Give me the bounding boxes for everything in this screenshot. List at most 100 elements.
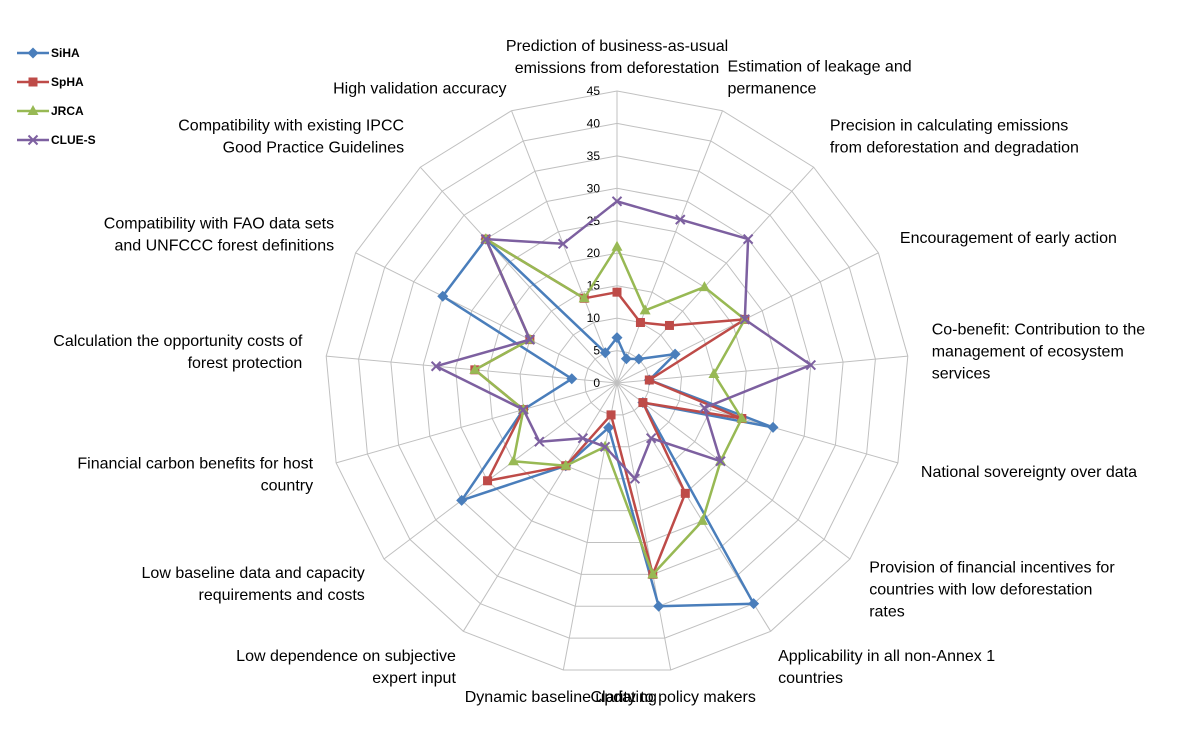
grid-spoke bbox=[462, 382, 618, 632]
data-point bbox=[456, 494, 468, 506]
grid-ring bbox=[390, 155, 844, 607]
category-label: Co-benefit: Contribution to the managemen… bbox=[932, 321, 1146, 382]
grid-spoke bbox=[616, 382, 672, 671]
category-label: Low dependence on subjective expert input bbox=[236, 648, 456, 687]
data-point bbox=[767, 421, 779, 433]
data-point bbox=[635, 317, 645, 327]
data-point bbox=[599, 347, 611, 359]
category-label: Calculation the opportunity costs of fore… bbox=[53, 333, 303, 372]
category-label: Compatibility with existing IPCC Good Pra… bbox=[178, 118, 404, 157]
series-siha bbox=[437, 233, 779, 612]
data-point bbox=[480, 233, 492, 245]
data-point bbox=[437, 290, 449, 302]
legend-label: CLUE-S bbox=[51, 133, 96, 147]
grid-ring bbox=[358, 122, 876, 639]
data-point bbox=[534, 436, 545, 447]
category-label: Prediction of business-as-usual emissions… bbox=[506, 38, 728, 77]
legend-item: SiHA bbox=[17, 46, 80, 60]
data-point bbox=[606, 410, 616, 420]
category-label: Low baseline data and capacity requiremen… bbox=[142, 565, 365, 604]
series-line bbox=[441, 237, 775, 608]
data-point bbox=[611, 332, 623, 344]
tick-label: 30 bbox=[587, 181, 601, 195]
data-point bbox=[739, 314, 750, 325]
tick-label: 40 bbox=[587, 116, 601, 130]
category-labels: Prediction of business-as-usual emissions… bbox=[53, 38, 1145, 706]
tick-label: 0 bbox=[593, 376, 600, 390]
data-point bbox=[578, 292, 590, 303]
data-point bbox=[612, 287, 622, 297]
data-point bbox=[644, 375, 654, 385]
data-point bbox=[805, 359, 817, 371]
data-point bbox=[518, 404, 529, 415]
data-point bbox=[611, 240, 623, 251]
data-point bbox=[736, 412, 748, 423]
grid-ring bbox=[487, 252, 747, 512]
data-point bbox=[28, 77, 38, 87]
data-point bbox=[748, 598, 760, 610]
data-point bbox=[742, 233, 754, 245]
grid-spoke bbox=[355, 252, 618, 384]
data-point bbox=[557, 238, 569, 250]
legend-label: SiHA bbox=[51, 46, 80, 60]
category-label: Provision of financial incentives for cou… bbox=[869, 559, 1115, 620]
grid-spoke bbox=[383, 382, 618, 560]
data-point bbox=[560, 459, 572, 470]
tick-label: 35 bbox=[587, 149, 601, 163]
data-point bbox=[620, 353, 632, 365]
legend-item: SpHA bbox=[17, 75, 84, 89]
legend-label: SpHA bbox=[51, 75, 84, 89]
category-label: Dynamic baseline updating bbox=[465, 689, 657, 706]
data-point bbox=[629, 473, 641, 484]
data-point bbox=[708, 368, 720, 379]
tick-label: 5 bbox=[593, 344, 600, 358]
data-point bbox=[699, 402, 710, 414]
data-point bbox=[698, 281, 710, 292]
data-point bbox=[27, 105, 39, 115]
tick-label: 45 bbox=[587, 84, 601, 98]
grid-ring bbox=[584, 350, 650, 416]
data-point bbox=[633, 353, 645, 365]
data-point bbox=[680, 488, 690, 498]
data-point bbox=[653, 600, 665, 612]
grid-spoke bbox=[419, 166, 618, 384]
category-label: National sovereignty over data bbox=[921, 464, 1137, 481]
data-point bbox=[669, 348, 681, 360]
data-series bbox=[430, 196, 817, 612]
data-point bbox=[483, 476, 493, 486]
legend: SiHA SpHA JRCA CLUE-S bbox=[17, 46, 96, 147]
grid-spoke bbox=[616, 166, 815, 384]
data-point bbox=[638, 398, 648, 408]
category-label: Encouragement of early action bbox=[900, 230, 1117, 247]
data-point bbox=[715, 456, 726, 467]
data-point bbox=[507, 455, 519, 466]
data-point bbox=[469, 363, 481, 374]
legend-label: JRCA bbox=[51, 104, 84, 118]
grid-spoke bbox=[335, 382, 618, 464]
data-point bbox=[647, 568, 659, 579]
data-point bbox=[696, 514, 708, 525]
grid-spoke bbox=[511, 110, 618, 384]
category-label: Compatibility with FAO data sets and UNFC… bbox=[104, 215, 334, 254]
category-label: Financial carbon benefits for host countr… bbox=[77, 455, 313, 494]
data-point bbox=[611, 196, 623, 207]
data-point bbox=[27, 47, 39, 59]
tick-label: 10 bbox=[587, 311, 601, 325]
data-point bbox=[675, 214, 686, 225]
data-point bbox=[524, 334, 536, 345]
grid-spoke bbox=[616, 382, 899, 464]
grid-ring bbox=[551, 317, 683, 448]
tick-label: 20 bbox=[587, 246, 601, 260]
grid-spoke bbox=[616, 382, 851, 560]
grid-spoke bbox=[616, 110, 723, 384]
data-point bbox=[27, 134, 39, 146]
category-label: Applicability in all non-Annex 1 countrie… bbox=[778, 648, 995, 687]
grid-spoke bbox=[616, 355, 908, 384]
category-label: High validation accuracy bbox=[333, 81, 506, 98]
grid-ring bbox=[325, 90, 909, 671]
category-label: Clarity to policy makers bbox=[591, 689, 756, 706]
series-line bbox=[434, 200, 813, 480]
grid-ring bbox=[454, 220, 780, 543]
data-point bbox=[599, 441, 611, 452]
